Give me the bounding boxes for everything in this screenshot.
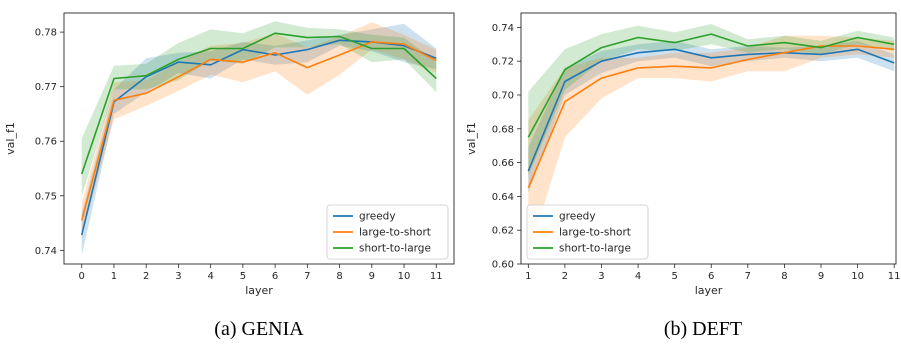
- y-tick-label: 0.68: [492, 124, 514, 135]
- series-line-large-to-short: [527, 45, 895, 189]
- plot-frame: [63, 12, 455, 265]
- chart-deft: 1 2 3 4 5 6 7 8 9 10 11 0.60 0.62 0.64 0.66 0.68 0.70 0.7…: [465, 12, 901, 340]
- x-tick-label: 8: [781, 271, 787, 282]
- x-tick-label: 7: [745, 271, 751, 282]
- legend-box: [526, 204, 649, 260]
- x-tick-label: 3: [175, 271, 181, 282]
- series-band-large-to-short: [528, 35, 895, 256]
- x-tick-label: 4: [635, 271, 641, 282]
- y-tick-label: 0.78: [35, 28, 57, 39]
- x-axis-label: layer: [245, 284, 273, 297]
- y-tick-label: 0.62: [492, 226, 514, 237]
- x-tick-label: 2: [143, 271, 149, 282]
- legend-box: [326, 204, 449, 260]
- y-tick-label: 0.77: [35, 82, 57, 93]
- y-tick-label: 0.60: [492, 260, 514, 271]
- y-tick-label: 0.75: [35, 191, 57, 202]
- x-tick-label: 10: [398, 271, 411, 282]
- y-axis-label: val_f1: [465, 122, 478, 155]
- subfigure-caption: (a) GENIA: [214, 318, 304, 340]
- x-tick-label: 1: [525, 271, 531, 282]
- x-tick-label: 0: [79, 271, 85, 282]
- x-tick-label: 7: [304, 271, 310, 282]
- series-line-large-to-short: [80, 41, 437, 221]
- series-line-greedy: [527, 48, 895, 172]
- series-band-greedy: [81, 23, 437, 256]
- legend-label-greedy: greedy: [359, 211, 396, 223]
- y-axis-label: val_f1: [4, 122, 17, 155]
- subfigure-caption: (b) DEFT: [664, 318, 742, 340]
- series-line-short-to-large: [527, 33, 895, 138]
- x-tick-label: 5: [671, 271, 677, 282]
- x-axis-label: layer: [695, 284, 723, 297]
- legend-label-short-to-large: short-to-large: [559, 243, 631, 255]
- x-tick-label: 4: [207, 271, 213, 282]
- x-tick-label: 2: [562, 271, 568, 282]
- x-tick-label: 10: [851, 271, 864, 282]
- series-band-large-to-short: [81, 22, 437, 236]
- x-tick-label: 11: [430, 271, 443, 282]
- chart-genia: 0 1 2 3 4 5 6 7 8 9 10 11 0.74 0.75 0.76 0.77 0.78 layer v…: [4, 12, 455, 340]
- y-tick-label: 0.64: [492, 192, 514, 203]
- series-band-greedy: [528, 40, 895, 194]
- series-band-short-to-large: [528, 24, 895, 177]
- y-tick-label: 0.74: [35, 246, 57, 257]
- x-tick-label: 11: [888, 271, 901, 282]
- plot-frame: [520, 12, 897, 265]
- x-tick-label: 6: [272, 271, 278, 282]
- y-tick-label: 0.70: [492, 90, 514, 101]
- x-tick-label: 8: [336, 271, 342, 282]
- legend-label-short-to-large: short-to-large: [359, 243, 431, 255]
- x-tick-label: 5: [240, 271, 246, 282]
- x-tick-label: 6: [708, 271, 714, 282]
- legend-label-large-to-short: large-to-short: [359, 227, 431, 239]
- legend-label-large-to-short: large-to-short: [559, 227, 631, 239]
- x-tick-label: 9: [818, 271, 824, 282]
- y-tick-label: 0.76: [35, 137, 57, 148]
- x-tick-label: 3: [598, 271, 604, 282]
- series-line-short-to-large: [80, 32, 437, 175]
- y-tick-label: 0.74: [492, 23, 514, 34]
- y-tick-label: 0.72: [492, 57, 514, 68]
- x-tick-label: 9: [369, 271, 375, 282]
- x-tick-label: 1: [111, 271, 117, 282]
- legend-label-greedy: greedy: [559, 211, 596, 223]
- y-tick-label: 0.66: [492, 158, 514, 169]
